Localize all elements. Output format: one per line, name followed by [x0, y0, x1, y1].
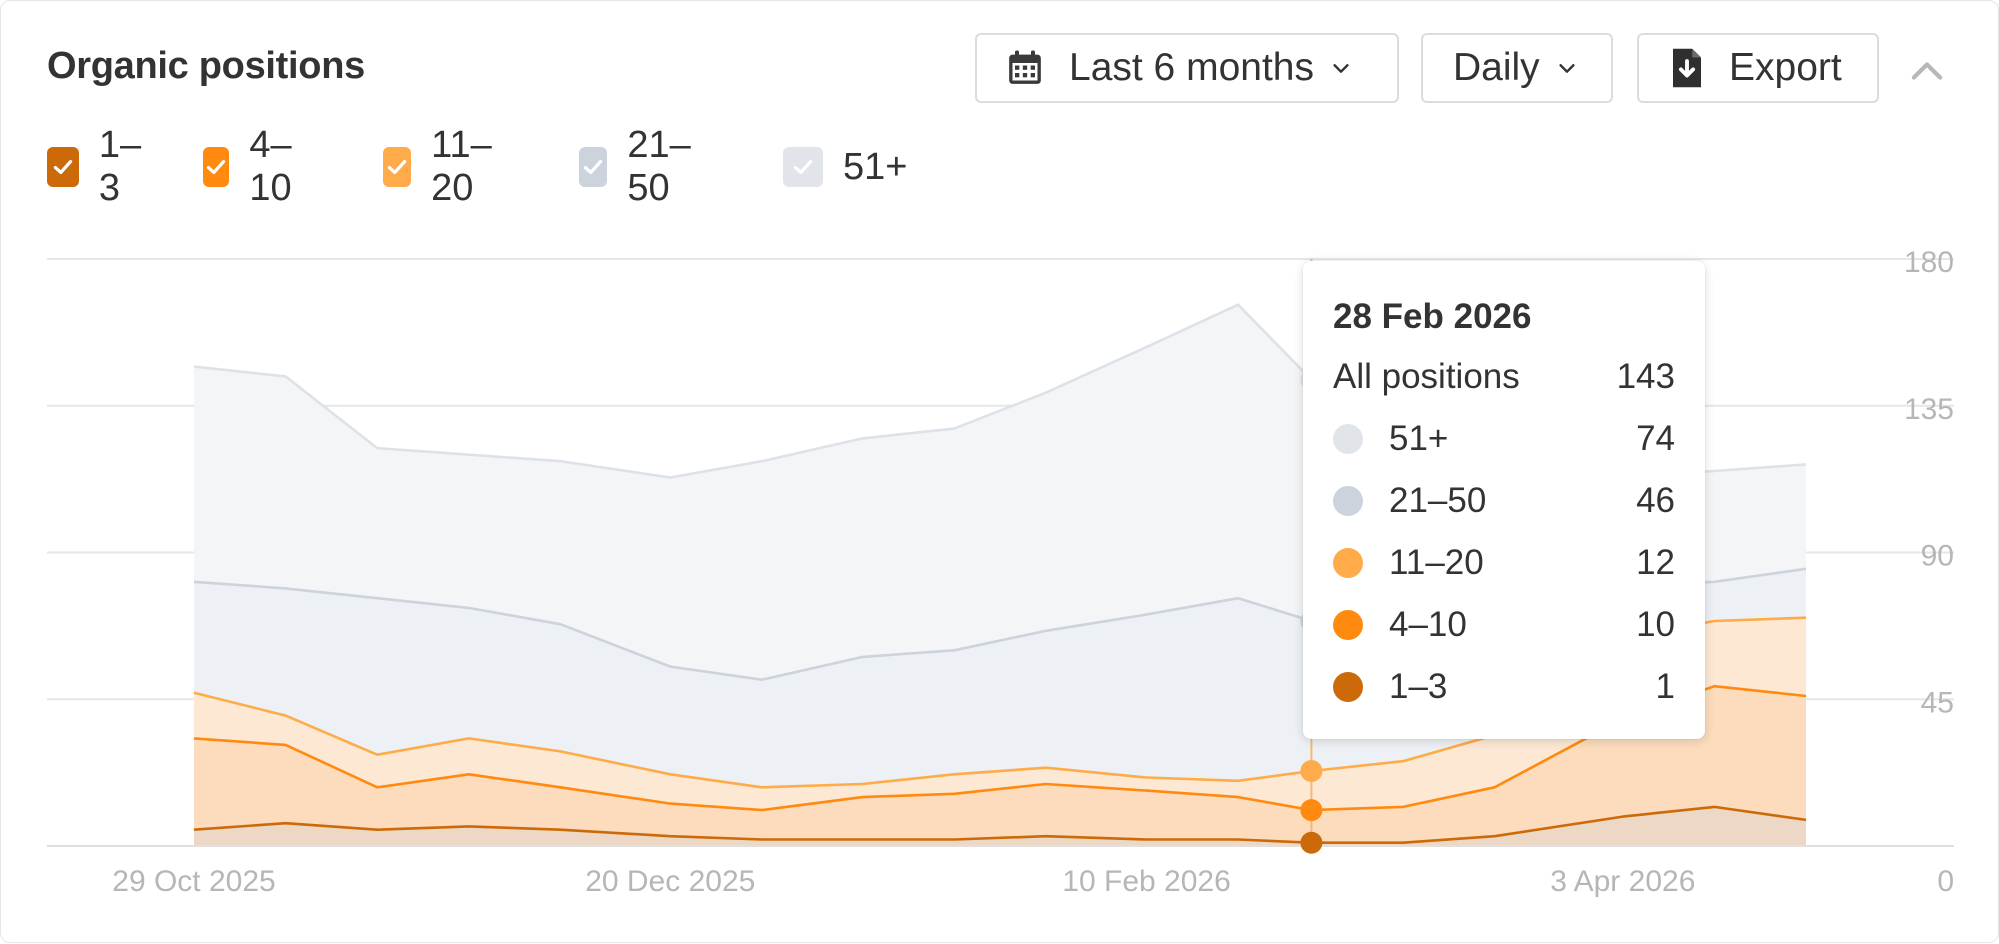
legend-label: 11–20 — [431, 124, 492, 209]
tooltip-row-4-10: 4–10 10 — [1333, 605, 1675, 645]
checkmark-icon — [793, 159, 813, 175]
widget-title: Organic positions — [47, 45, 365, 87]
chevron-down-icon — [1556, 57, 1578, 79]
legend-label: 21–50 — [627, 124, 691, 209]
y-tick-label: 45 — [1921, 686, 1954, 719]
collapse-toggle[interactable] — [1907, 53, 1947, 89]
legend-item-51-plus[interactable]: 51+ — [783, 145, 907, 189]
tooltip-row-label: 4–10 — [1389, 605, 1467, 644]
tooltip-row-21-50: 21–50 46 — [1333, 481, 1675, 521]
date-range-dropdown[interactable]: Last 6 months — [975, 33, 1399, 103]
checkbox-checked[interactable] — [783, 147, 823, 187]
x-tick-label: 10 Feb 2026 — [1062, 865, 1230, 898]
checkmark-icon — [206, 159, 226, 175]
checkmark-icon — [583, 159, 603, 175]
checkbox-checked[interactable] — [383, 147, 412, 187]
line-1–3 — [193, 805, 1807, 844]
tooltip-total-value: 143 — [1616, 357, 1675, 396]
y-tick-label: 135 — [1904, 393, 1954, 426]
tooltip-row-label: 21–50 — [1389, 481, 1487, 520]
chart-tooltip: 28 Feb 2026 All positions 143 51+ 74 21–… — [1303, 261, 1705, 739]
legend-item-11-20[interactable]: 11–20 — [383, 124, 504, 209]
legend-label: 1–3 — [98, 124, 142, 209]
chevron-up-icon — [1907, 62, 1947, 93]
tooltip-total-row: All positions 143 — [1333, 357, 1675, 397]
interval-label: Daily — [1453, 46, 1540, 89]
checkmark-icon — [53, 159, 73, 175]
y-tick-label: 90 — [1921, 540, 1954, 573]
tooltip-row-value: 12 — [1636, 543, 1675, 582]
download-file-icon — [1669, 47, 1705, 89]
tooltip-row-label: 51+ — [1389, 419, 1449, 458]
tooltip-row-1-3: 1–3 1 — [1333, 667, 1675, 707]
tooltip-date: 28 Feb 2026 — [1333, 297, 1532, 336]
series-dot — [1333, 424, 1363, 454]
export-button[interactable]: Export — [1637, 33, 1879, 103]
series-dot — [1333, 610, 1363, 640]
tooltip-total-label: All positions — [1333, 357, 1520, 396]
y-tick-label: 0 — [1937, 865, 1954, 898]
hover-marker-11–20 — [1300, 759, 1323, 782]
line-4–10 — [193, 684, 1807, 812]
legend-item-1-3[interactable]: 1–3 — [47, 124, 149, 209]
series-dot — [1333, 672, 1363, 702]
checkmark-icon — [387, 159, 407, 175]
tooltip-row-value: 10 — [1636, 605, 1675, 644]
legend-item-21-50[interactable]: 21–50 — [579, 124, 702, 209]
toolbar: Last 6 months Daily Export — [1, 33, 1998, 105]
date-range-label: Last 6 months — [1069, 46, 1314, 89]
x-tick-label: 3 Apr 2026 — [1550, 865, 1695, 898]
series-dot — [1333, 486, 1363, 516]
interval-dropdown[interactable]: Daily — [1421, 33, 1613, 103]
x-tick-label: 29 Oct 2025 — [112, 865, 275, 898]
series-dot — [1333, 548, 1363, 578]
legend-label: 4–10 — [249, 124, 292, 209]
checkbox-checked[interactable] — [47, 147, 79, 187]
y-tick-label: 180 — [1904, 246, 1954, 279]
tooltip-row-value: 74 — [1636, 419, 1675, 458]
tooltip-row-label: 11–20 — [1389, 543, 1484, 582]
tooltip-row-value: 1 — [1655, 667, 1675, 706]
checkbox-checked[interactable] — [203, 147, 230, 187]
calendar-icon — [1005, 48, 1045, 88]
checkbox-checked[interactable] — [579, 147, 608, 187]
export-label: Export — [1729, 46, 1842, 89]
tooltip-row-11-20: 11–20 12 — [1333, 543, 1675, 583]
legend-item-4-10[interactable]: 4–10 — [203, 124, 305, 209]
hover-marker-1–3 — [1300, 831, 1323, 854]
hover-marker-4–10 — [1300, 799, 1323, 822]
area-1–3 — [194, 806, 1806, 846]
tooltip-row-label: 1–3 — [1389, 667, 1448, 706]
tooltip-row-51-plus: 51+ 74 — [1333, 419, 1675, 459]
chevron-down-icon — [1330, 57, 1352, 79]
legend-label: 51+ — [843, 145, 908, 188]
x-tick-label: 20 Dec 2025 — [585, 865, 755, 898]
area-4–10 — [194, 686, 1806, 843]
tooltip-row-value: 46 — [1636, 481, 1675, 520]
